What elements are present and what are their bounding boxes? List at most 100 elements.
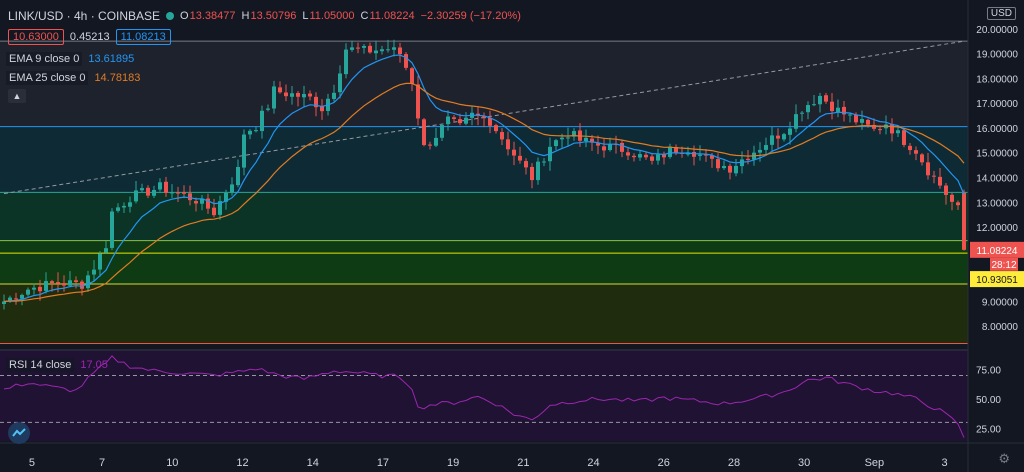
candle-body [836,107,840,112]
candle-body [620,142,624,152]
candle-body [596,143,600,146]
candle-body [560,137,564,140]
bid-line-text: 10.93051 [976,275,1018,286]
candle-body [746,158,750,161]
candle-body [776,135,780,139]
symbol-title[interactable]: LINK/USD · 4h · COINBASE [8,9,161,23]
candle-body [428,144,432,146]
candle-body [512,149,516,156]
candle-body [872,124,876,129]
time-tick-label: 14 [307,457,319,469]
bid-line-badge [970,271,1024,288]
spread-value: 0.45213 [69,31,110,43]
close-value: 11.08224 [369,10,415,22]
candle-body [854,115,858,123]
price-zone [0,41,968,127]
time-tick-label: 7 [99,457,105,469]
candle-body [770,135,774,145]
tradingview-logo[interactable] [8,422,30,444]
candle-body [962,192,966,250]
candle-body [8,297,12,302]
candle-body [956,202,960,206]
candle-body [218,201,222,215]
candle-body [488,117,492,126]
candle-body [158,182,162,190]
candle-body [320,106,324,112]
candle-body [878,129,882,131]
candle-body [32,287,36,290]
rsi-tick-label: 50.00 [976,395,1001,406]
candle-body [206,198,210,209]
candle-body [800,112,804,114]
candle-body [662,153,666,158]
candle-body [422,119,426,146]
buy-price-button[interactable]: 11.08213 [115,29,171,45]
candle-body [644,154,648,158]
logo-icon [12,428,26,437]
candle-body [944,185,948,195]
currency-button[interactable]: USD [986,7,1016,20]
candle-body [608,143,612,150]
candle-body [452,117,456,119]
time-axis[interactable]: 5 7 10 12 14 17 19 21 24 26 28 30 Sep 3 [0,442,1024,469]
candle-body [530,166,534,181]
candle-body [902,130,906,145]
time-tick-label: 17 [377,457,389,469]
candle-body [128,202,132,207]
ema9-legend[interactable]: EMA 9 close 0 13.61895 [6,52,134,66]
sell-price-button[interactable]: 10.63000 [8,29,64,45]
candle-body [668,146,672,157]
candle-body [410,68,414,84]
candle-body [920,154,924,163]
candle-body [602,146,606,151]
legend-collapse-button[interactable]: ▲ [8,89,26,103]
time-tick-label: 12 [236,457,248,469]
price-axis[interactable]: 8.000009.0000010.0000011.0000012.0000013… [967,0,1018,472]
countdown-text: 28:12 [991,260,1016,271]
candle-body [164,181,168,193]
candle-body [818,95,822,105]
ema25-legend[interactable]: EMA 25 close 0 14.78183 [6,71,140,85]
candle-body [272,86,276,109]
rsi-value: 17.05 [80,359,108,371]
candle-body [722,165,726,169]
rsi-tick-label: 25.00 [976,424,1001,435]
rsi-axis[interactable]: 25.00 50.00 75.00 [976,366,1001,436]
candle-body [446,116,450,125]
candle-body [896,130,900,134]
bid-ask-row: 10.63000 0.45213 11.08213 [8,29,171,45]
candle-body [506,139,510,150]
candle-body [500,132,504,140]
candle-body [842,106,846,115]
price-tick-label: 19.00000 [976,50,1018,61]
price-tick-label: 16.00000 [976,124,1018,135]
price-zone [0,126,968,193]
candle-body [14,298,18,300]
candle-body [782,134,786,140]
candle-body [494,125,498,132]
candle-body [368,45,372,53]
candle-body [332,92,336,99]
price-tick-label: 18.00000 [976,74,1018,85]
open-value: 13.38477 [189,10,236,22]
candle-body [224,193,228,202]
last-price-text: 11.08224 [977,246,1018,257]
candle-body [914,150,918,154]
ema9-value: 13.61895 [88,53,135,65]
rsi-tick-label: 75.00 [976,366,1001,377]
candle-body [572,131,576,137]
ema9-line [3,54,965,303]
candle-body [338,73,342,93]
candle-body [932,175,936,177]
candle-body [314,96,318,108]
candle-body [794,114,798,129]
candle-body [464,117,468,124]
candle-body [200,198,204,204]
last-price-badge [970,241,1024,258]
price-zones [0,41,968,344]
rsi-pane-background [0,350,968,441]
rsi-legend[interactable]: RSI 14 close 17.05 [6,358,108,372]
settings-gear-icon[interactable]: ⚙ [998,451,1010,466]
candle-body [890,123,894,134]
